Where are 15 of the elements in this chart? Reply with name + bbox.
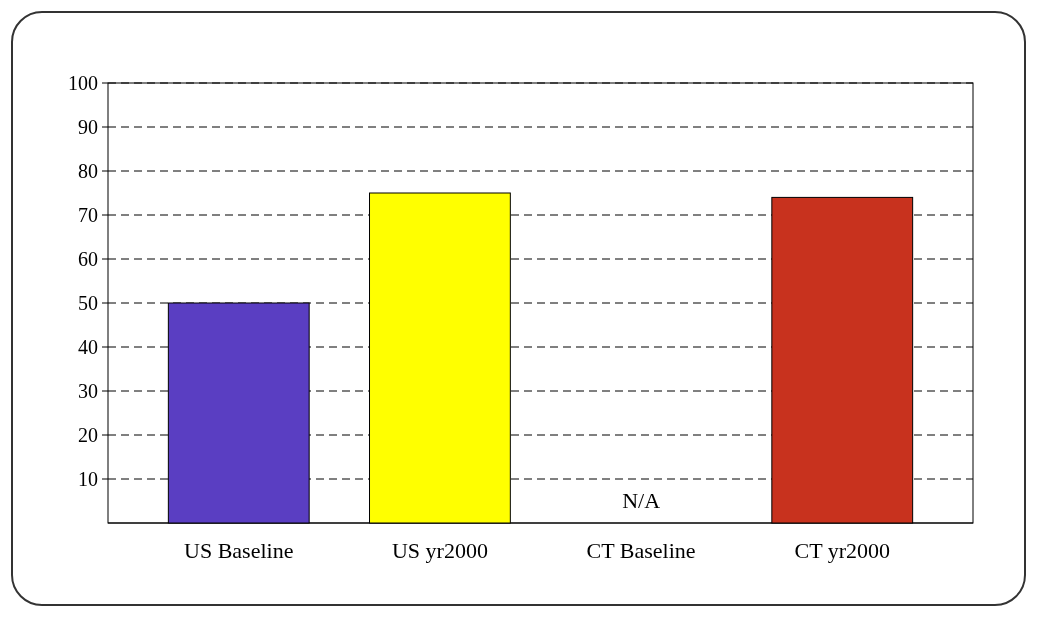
y-tick-label: 70	[78, 204, 98, 226]
y-tick-label: 10	[78, 468, 98, 490]
y-tick-label: 50	[78, 292, 98, 314]
x-tick-label: US Baseline	[184, 538, 294, 563]
x-tick-label: CT Baseline	[586, 538, 696, 563]
y-tick-label: 100	[68, 72, 98, 94]
y-tick-label: 40	[78, 336, 98, 358]
annotation: N/A	[622, 488, 661, 513]
y-tick-label: 30	[78, 380, 98, 402]
y-tick-label: 20	[78, 424, 98, 446]
y-tick-label: 80	[78, 160, 98, 182]
y-tick-label: 90	[78, 116, 98, 138]
x-tick-label: US yr2000	[391, 538, 488, 563]
x-tick-label: CT yr2000	[794, 538, 891, 563]
y-tick-label: 60	[78, 248, 98, 270]
